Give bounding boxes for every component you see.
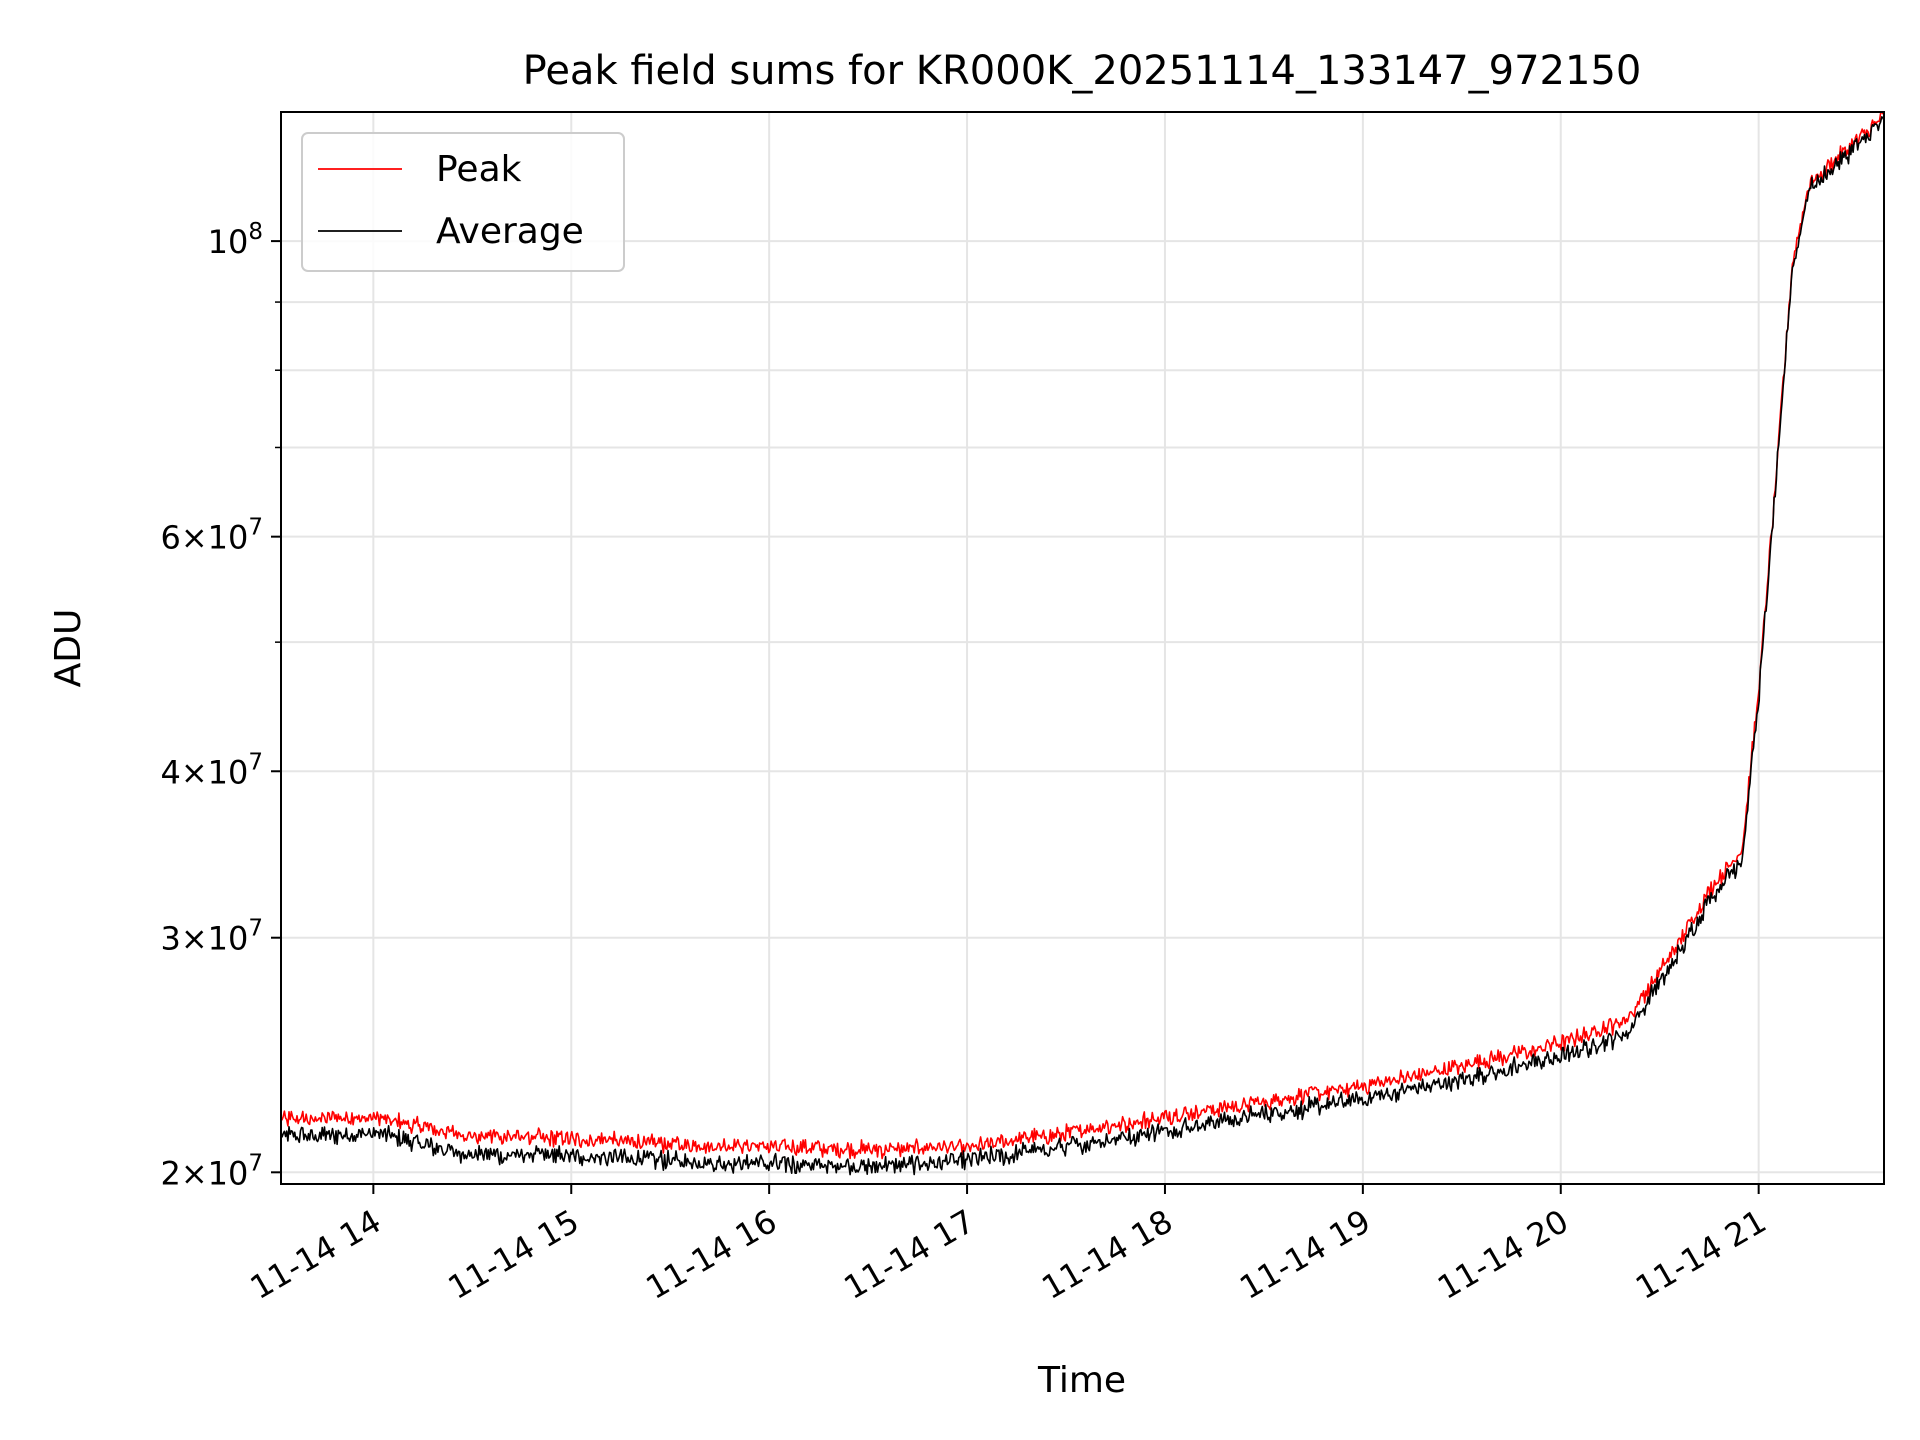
y-tick-label: 6×107 [160,515,263,557]
x-axis-label: Time [1037,1360,1126,1401]
y-axis-label: ADU [48,609,89,688]
plot-frame [280,111,1885,1185]
legend-box [301,132,625,272]
y-tick-label: 108 [208,219,263,261]
y-axis: 2×107 3×107 4×107 6×107 108 [160,219,281,1192]
series-line-peak [280,111,1885,1160]
legend: Peak Average [301,132,625,272]
series-lines [280,111,1885,1176]
y-tick-label: 2×107 [160,1150,263,1192]
series-line-average [280,116,1885,1176]
y-tick-label: 3×107 [160,916,263,958]
grid [281,112,1884,1184]
chart-title: Peak field sums for KR000K_20251114_1331… [523,48,1642,94]
legend-entry: Average [436,211,584,252]
legend-entry: Peak [436,149,522,190]
y-tick-label: 4×107 [160,749,263,791]
